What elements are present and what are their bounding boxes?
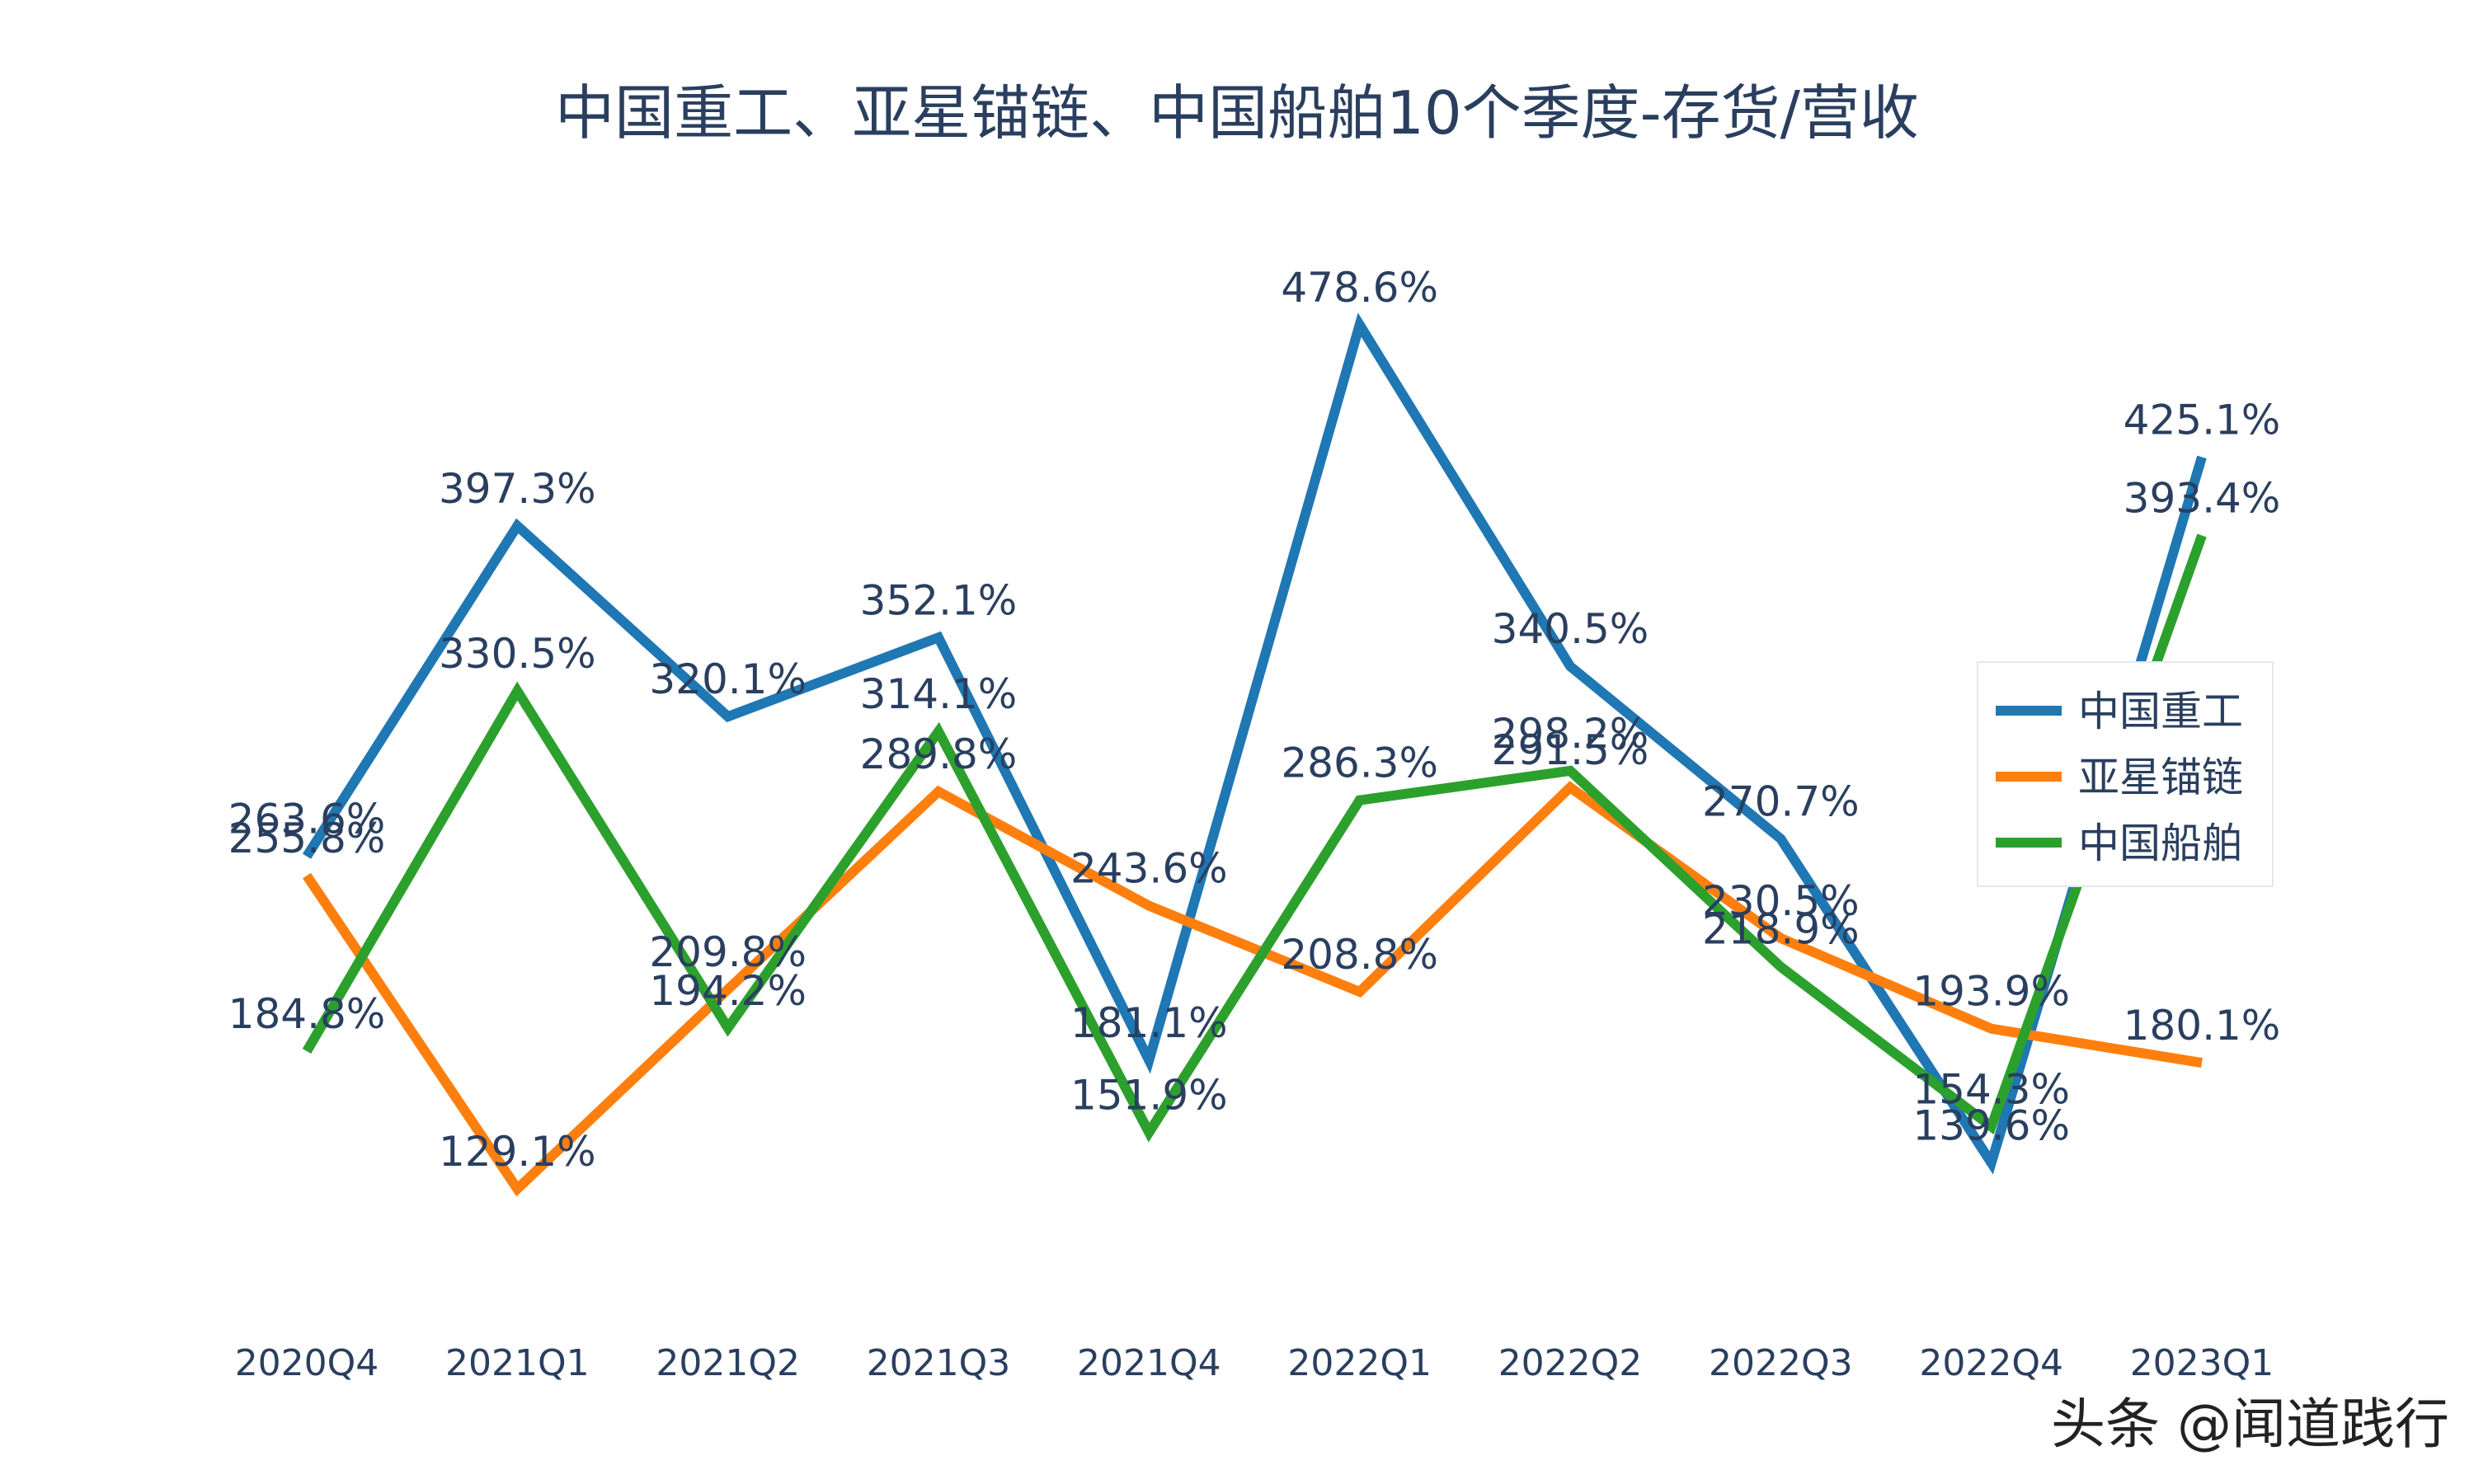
legend-label: 中国船舶 bbox=[2078, 819, 2243, 867]
x-tick-label: 2021Q2 bbox=[656, 1342, 800, 1384]
x-axis-ticks: 2020Q4 2021Q1 2021Q2 2021Q3 2021Q4 2022Q1 2022… bbox=[235, 1342, 2274, 1384]
data-label: 340.5% bbox=[1492, 605, 1649, 653]
data-label: 314.1% bbox=[860, 670, 1018, 718]
x-tick-label: 2021Q1 bbox=[445, 1342, 590, 1384]
data-label: 263.6% bbox=[228, 796, 386, 843]
data-label: 154.3% bbox=[1912, 1065, 2070, 1113]
x-tick-label: 2022Q1 bbox=[1287, 1342, 1432, 1384]
x-tick-label: 2020Q4 bbox=[235, 1342, 379, 1384]
x-tick-label: 2021Q4 bbox=[1077, 1342, 1221, 1384]
x-tick-label: 2022Q4 bbox=[1919, 1342, 2063, 1384]
series-line bbox=[303, 781, 2203, 1197]
x-tick-label: 2021Q3 bbox=[867, 1342, 1011, 1384]
data-label: 289.8% bbox=[860, 730, 1018, 778]
x-tick-label: 2022Q3 bbox=[1709, 1342, 1853, 1384]
data-label: 286.3% bbox=[1281, 740, 1438, 787]
data-label: 194.2% bbox=[649, 967, 807, 1015]
chart-title: 中国重工、亚星锚链、中国船舶10个季度-存货/营收 bbox=[555, 78, 1919, 148]
data-label: 425.1% bbox=[2124, 396, 2281, 444]
data-label: 208.8% bbox=[1281, 931, 1438, 979]
data-label: 478.6% bbox=[1281, 264, 1438, 312]
data-label: 291.5% bbox=[1492, 726, 1649, 774]
data-labels: 263.6% 397.3% 320.1% 352.1% 181.1% 478.6% 340.… bbox=[228, 264, 2281, 1176]
data-label: 218.9% bbox=[1702, 906, 1860, 954]
data-label: 129.1% bbox=[439, 1128, 596, 1176]
series-line bbox=[302, 533, 2207, 1143]
data-label: 255.8% bbox=[228, 815, 386, 862]
data-label: 330.5% bbox=[439, 630, 596, 678]
x-tick-label: 2022Q2 bbox=[1498, 1342, 1643, 1384]
series-lines bbox=[302, 312, 2207, 1197]
data-label: 298.2% bbox=[1492, 710, 1649, 758]
legend-label: 亚星锚链 bbox=[2078, 754, 2243, 801]
data-label: 209.8% bbox=[649, 928, 807, 976]
data-label: 352.1% bbox=[860, 576, 1018, 624]
data-label: 270.7% bbox=[1702, 777, 1860, 825]
data-label: 243.6% bbox=[1070, 845, 1228, 893]
data-label: 181.1% bbox=[1070, 999, 1228, 1047]
data-label: 184.8% bbox=[228, 990, 386, 1038]
data-label: 151.9% bbox=[1070, 1072, 1228, 1120]
data-label: 397.3% bbox=[439, 465, 596, 513]
data-label: 180.1% bbox=[2124, 1002, 2281, 1050]
data-label: 230.5% bbox=[1702, 877, 1860, 925]
data-label: 393.4% bbox=[2124, 474, 2281, 522]
data-label: 193.9% bbox=[1912, 968, 2070, 1016]
legend-label: 中国重工 bbox=[2078, 688, 2243, 735]
watermark: 头条 @闻道践行 bbox=[2051, 1392, 2449, 1456]
series-line bbox=[302, 312, 2207, 1175]
x-tick-label: 2023Q1 bbox=[2130, 1342, 2274, 1384]
data-label: 320.1% bbox=[649, 655, 807, 703]
data-label: 139.6% bbox=[1912, 1101, 2070, 1149]
